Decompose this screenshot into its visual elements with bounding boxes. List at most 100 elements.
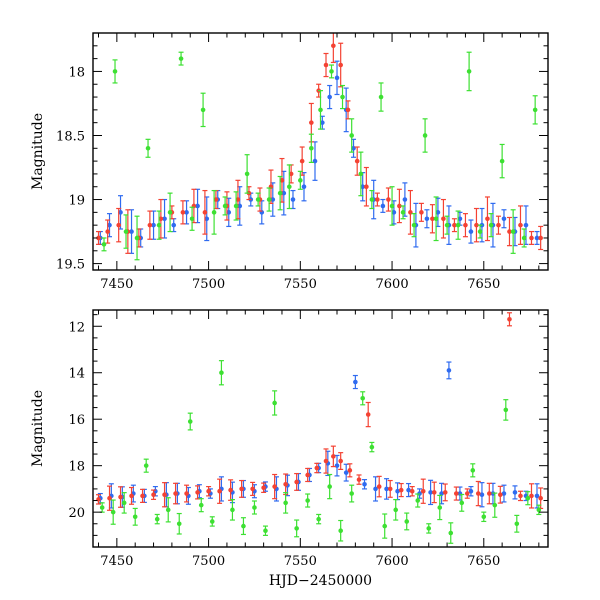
data-points xyxy=(96,312,544,544)
data-point xyxy=(305,472,310,478)
data-point xyxy=(364,184,369,190)
y-tick-label: 20 xyxy=(68,506,85,521)
data-point xyxy=(380,203,386,209)
data-point xyxy=(468,488,474,494)
data-point xyxy=(222,203,228,209)
data-point xyxy=(261,485,266,491)
data-point xyxy=(110,509,116,515)
series-2 xyxy=(96,312,544,511)
data-point xyxy=(441,216,446,222)
data-point xyxy=(283,500,288,506)
data-point xyxy=(187,419,193,424)
data-point xyxy=(338,528,343,534)
data-point xyxy=(147,222,153,228)
data-point xyxy=(351,145,356,151)
data-point xyxy=(479,492,485,498)
data-point xyxy=(165,507,171,513)
data-point xyxy=(334,75,340,81)
data-point xyxy=(485,216,490,222)
plot-frame xyxy=(92,32,549,271)
data-point xyxy=(309,120,314,125)
data-point xyxy=(378,94,384,100)
data-point xyxy=(349,491,354,496)
data-point xyxy=(338,62,343,68)
data-point xyxy=(213,197,219,202)
data-point xyxy=(353,379,358,385)
data-point xyxy=(320,120,325,125)
data-point xyxy=(209,519,215,524)
data-point xyxy=(453,491,459,496)
x-axis: 7450 7500 7550 7600 7650 xyxy=(98,310,540,569)
data-point xyxy=(184,210,189,215)
data-point xyxy=(534,493,540,499)
data-point xyxy=(198,502,204,508)
data-point xyxy=(529,235,534,241)
data-point xyxy=(309,145,314,151)
data-point xyxy=(99,505,105,510)
data-point xyxy=(134,235,140,241)
data-point xyxy=(400,210,406,215)
data-point xyxy=(255,197,261,202)
data-point xyxy=(112,69,118,74)
data-point xyxy=(283,481,288,487)
data-point xyxy=(365,412,371,417)
y-axis: 12 14 16 18 20 xyxy=(68,314,548,548)
data-point xyxy=(145,145,151,151)
y-tick-label: 18 xyxy=(68,65,85,80)
data-point xyxy=(459,500,465,506)
data-point xyxy=(329,69,334,74)
data-point xyxy=(184,491,189,496)
data-point xyxy=(121,500,127,506)
data-point xyxy=(340,94,345,100)
data-point xyxy=(162,492,167,498)
data-point xyxy=(463,222,468,228)
data-point xyxy=(233,203,239,209)
series-3 xyxy=(99,360,542,544)
data-point xyxy=(397,203,402,209)
data-point xyxy=(525,495,531,501)
data-point xyxy=(422,133,428,138)
data-point xyxy=(180,210,186,215)
data-point xyxy=(426,526,432,531)
data-point xyxy=(343,470,349,475)
data-point xyxy=(331,43,336,49)
data-point xyxy=(101,242,107,247)
data-point xyxy=(123,229,129,234)
data-point xyxy=(263,528,268,534)
data-point xyxy=(331,454,336,459)
data-point xyxy=(118,210,123,215)
y-axis-label: Magnitude xyxy=(30,390,46,467)
data-point xyxy=(334,463,340,468)
data-point xyxy=(162,216,167,222)
data-point xyxy=(510,229,516,234)
data-point xyxy=(287,184,292,190)
data-point xyxy=(338,458,343,464)
x-tick-label: 7650 xyxy=(467,554,500,569)
data-point xyxy=(464,491,470,496)
data-point xyxy=(518,493,523,499)
data-point xyxy=(107,495,112,501)
data-point xyxy=(230,507,235,513)
data-point xyxy=(206,488,211,494)
data-point xyxy=(279,178,285,183)
data-point xyxy=(393,507,399,513)
data-point xyxy=(501,216,507,222)
series-1 xyxy=(97,361,540,509)
data-point xyxy=(411,222,417,228)
data-point xyxy=(151,222,156,228)
data-point xyxy=(402,197,408,202)
y-tick-label: 16 xyxy=(68,413,85,428)
data-point xyxy=(529,493,534,499)
data-point xyxy=(503,407,509,413)
data-point xyxy=(358,171,364,177)
data-point xyxy=(382,523,388,529)
y-axis-label: Magnitude xyxy=(30,113,46,190)
data-point xyxy=(376,484,382,489)
data-point xyxy=(299,158,305,164)
series-3 xyxy=(101,51,538,261)
data-point xyxy=(143,463,149,468)
data-point xyxy=(395,488,400,494)
data-point xyxy=(132,514,138,520)
data-point xyxy=(470,468,476,473)
